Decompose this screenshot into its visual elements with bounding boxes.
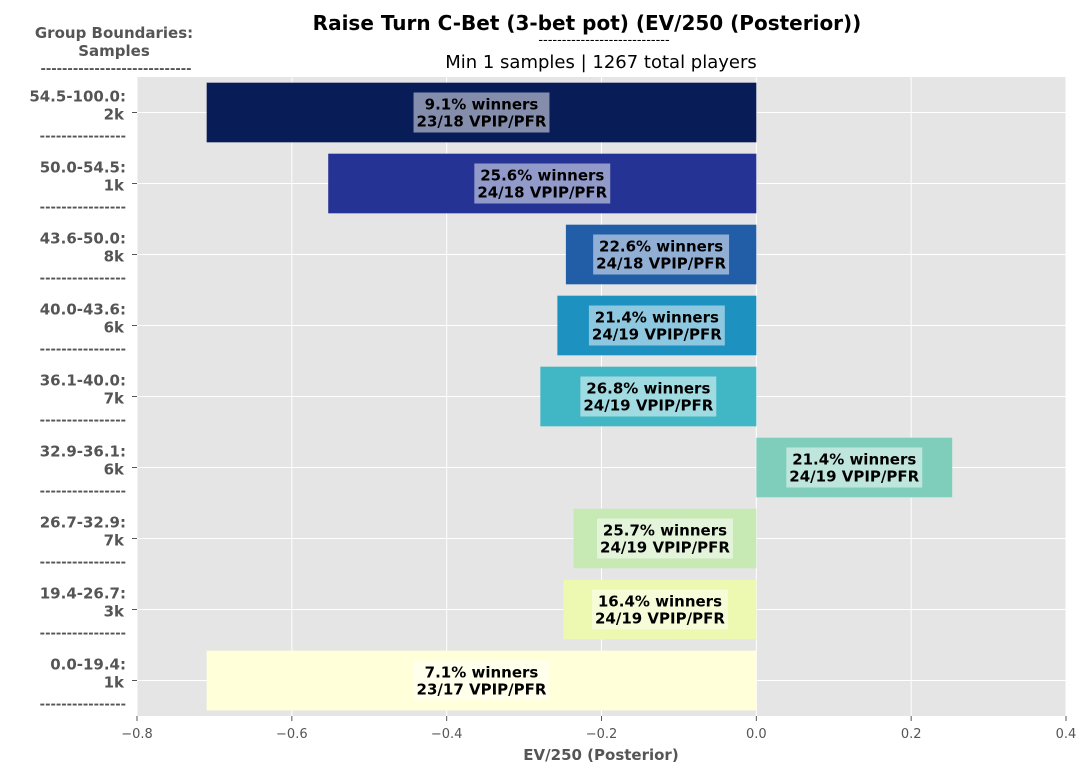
y-tick-samples-label: 7k (104, 390, 125, 408)
y-tick-samples-label: 7k (104, 532, 125, 550)
bar-winners-label: 25.7% winners (603, 522, 727, 540)
y-header-line-3: ---------------------------- (40, 62, 191, 77)
y-tick-samples-label: 1k (104, 674, 125, 692)
x-tick-label: −0.4 (431, 727, 463, 742)
y-tick-separator: ---------------- (40, 130, 126, 145)
x-tick-label: −0.6 (276, 727, 308, 742)
bar-vpip-label: 24/19 VPIP/PFR (789, 468, 919, 486)
y-tick-samples-label: 6k (104, 461, 125, 479)
y-tick-range-label: 19.4-26.7: (40, 585, 126, 603)
y-tick-separator: ---------------- (40, 272, 126, 287)
y-tick-separator: ---------------- (40, 201, 126, 216)
bar-vpip-label: 24/18 VPIP/PFR (596, 255, 726, 273)
bar-vpip-label: 24/19 VPIP/PFR (583, 397, 713, 415)
y-tick-separator: ---------------- (40, 485, 126, 500)
chart-subtitle: Min 1 samples | 1267 total players (445, 52, 757, 73)
bar-vpip-label: 24/18 VPIP/PFR (477, 184, 607, 202)
x-axis: −0.8 −0.6 −0.4 −0.2 0.0 0.2 0.4 (121, 716, 1076, 742)
bar-winners-label: 21.4% winners (792, 451, 916, 469)
bar-annotation-box (580, 376, 717, 417)
bar-annotation-box (593, 234, 730, 275)
bar-winners-label: 26.8% winners (586, 380, 710, 398)
bar-annotation-box (413, 92, 550, 133)
y-tick-range-label: 32.9-36.1: (40, 443, 126, 461)
chart-title: Raise Turn C-Bet (3-bet pot) (EV/250 (Po… (313, 11, 862, 35)
y-tick-samples-label: 6k (104, 319, 125, 337)
y-tick-range-label: 43.6-50.0: (40, 230, 126, 248)
bar-winners-label: 7.1% winners (425, 664, 539, 682)
y-tick-range-label: 0.0-19.4: (50, 656, 126, 674)
bar-annotation-box (597, 518, 733, 559)
bar-winners-label: 21.4% winners (595, 309, 719, 327)
y-tick-separator: ---------------- (40, 556, 126, 571)
bar-annotation-box (786, 447, 923, 488)
bar-winners-label: 16.4% winners (598, 593, 722, 611)
bar-vpip-label: 23/17 VPIP/PFR (417, 681, 547, 699)
y-tick-range-label: 26.7-32.9: (40, 514, 126, 532)
bar-vpip-label: 24/19 VPIP/PFR (600, 539, 730, 557)
y-axis: 54.5-100.0:2k----------------50.0-54.5:1… (29, 88, 137, 713)
bar-winners-label: 22.6% winners (599, 238, 723, 256)
bar-annotation-box (474, 163, 611, 204)
x-tick-label: −0.8 (121, 727, 153, 742)
x-axis-label: EV/250 (Posterior) (523, 746, 678, 764)
y-tick-range-label: 54.5-100.0: (29, 88, 126, 106)
y-tick-samples-label: 1k (104, 177, 125, 195)
y-tick-samples-label: 3k (104, 603, 125, 621)
y-tick-separator: ---------------- (40, 698, 126, 713)
y-tick-samples-label: 2k (104, 106, 125, 124)
y-tick-separator: ---------------- (40, 627, 126, 642)
bar-annotation-box (588, 305, 725, 346)
bar-annotation-box (413, 660, 550, 701)
x-tick-label: 0.2 (901, 727, 922, 742)
y-tick-range-label: 50.0-54.5: (40, 159, 126, 177)
x-tick-label: −0.2 (586, 727, 618, 742)
y-tick-samples-label: 8k (104, 248, 125, 266)
y-header-line-2: Samples (78, 42, 150, 60)
y-tick-range-label: 36.1-40.0: (40, 372, 126, 390)
y-header-line-1: Group Boundaries: (35, 24, 193, 42)
x-tick-label: 0.0 (746, 727, 767, 742)
chart-title-underline: ---------------------------- (538, 33, 670, 48)
bar-vpip-label: 24/19 VPIP/PFR (592, 326, 722, 344)
x-tick-label: 0.4 (1056, 727, 1077, 742)
y-tick-range-label: 40.0-43.6: (40, 301, 126, 319)
y-tick-separator: ---------------- (40, 414, 126, 429)
bar-vpip-label: 23/18 VPIP/PFR (417, 113, 547, 131)
bar-winners-label: 25.6% winners (480, 167, 604, 185)
bar-vpip-label: 24/19 VPIP/PFR (595, 610, 725, 628)
bar-annotation-box (591, 589, 728, 630)
bar-winners-label: 9.1% winners (425, 96, 539, 114)
y-tick-separator: ---------------- (40, 343, 126, 358)
